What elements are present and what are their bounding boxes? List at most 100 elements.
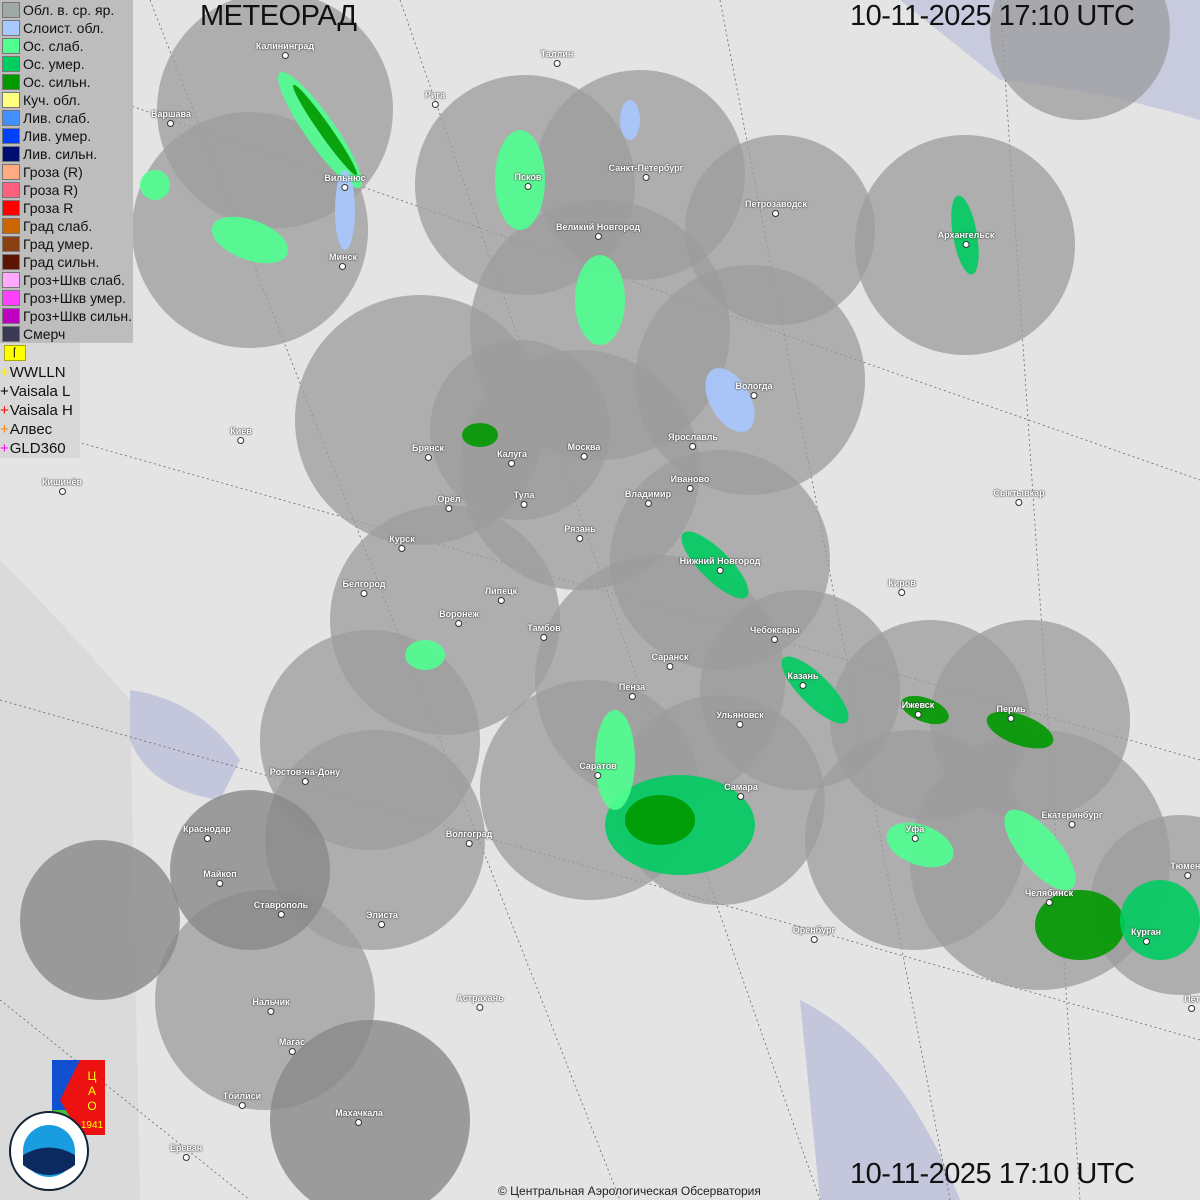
city-label: Варшава [151,109,191,127]
city-label: Ростов-на-Дону [270,767,340,785]
city-marker-icon [520,501,528,508]
legend-item: Гроз+Шкв сильн. [0,307,133,325]
city-marker-icon [281,52,289,59]
city-marker-icon [644,500,652,507]
city-label: Орёл [437,494,461,512]
city-name: Киров [888,578,916,588]
legend-swatch [2,146,20,162]
app-title: МЕТЕОРАД [200,0,357,32]
city-marker-icon [1068,821,1076,828]
city-name: Курган [1130,927,1162,937]
city-name: Псков [514,172,542,182]
radar-circle [990,0,1170,120]
city-marker-icon [962,241,970,248]
city-name: Брянск [411,443,445,453]
city-label: Вильнюс [324,173,366,191]
city-name: Тбилиси [222,1091,262,1101]
city-name: Минск [329,252,357,262]
city-name: Астрахань [456,993,504,1003]
city-label: Ижевск [901,700,935,718]
city-label: Рига [425,90,445,108]
city-label: Ульяновск [716,710,764,728]
city-label: Москва [568,442,600,460]
legend-swatch [2,92,20,108]
precip-echo [595,710,635,810]
city-name: Элиста [366,910,398,920]
city-name: Калуга [497,449,527,459]
city-name: Пет [1184,994,1200,1004]
city-label: Магас [279,1037,305,1055]
lightning-label: Алвес [9,421,53,438]
lightning-source: + Vaisala L [0,382,80,401]
city-marker-icon [341,184,349,191]
city-name: Чебоксары [750,625,800,635]
city-label: Махачкала [335,1108,383,1126]
city-marker-icon [642,174,650,181]
city-label: Псков [514,172,542,190]
city-marker-icon [799,682,807,689]
legend-item: Ос. слаб. [0,37,133,55]
city-label: Ставрополь [254,900,308,918]
city-label: Нальчик [252,997,290,1015]
city-name: Калининград [255,41,315,51]
city-marker-icon [1184,872,1192,879]
legend-item: Лив. слаб. [0,109,133,127]
lightning-toggle-icon[interactable]: ⌈ [4,345,26,361]
city-marker-icon [398,545,406,552]
city-label: Белгород [343,579,385,597]
city-marker-icon [508,460,516,467]
city-label: Кишинёв [42,477,82,495]
city-label: Рязань [564,524,596,542]
legend-label: Град сильн. [23,254,100,270]
legend-item: Град слаб. [0,217,133,235]
city-label: Ярославль [668,432,718,450]
city-marker-icon [58,488,66,495]
legend-label: Лив. сильн. [23,146,98,162]
city-label: Тбилиси [223,1091,261,1109]
city-name: Краснодар [182,824,232,834]
city-label: Липецк [485,586,517,604]
precip-echo [705,368,755,432]
city-name: Сыктывкар [993,488,1045,498]
svg-text:А: А [88,1084,96,1098]
city-marker-icon [182,1154,190,1161]
legend-swatch [2,56,20,72]
lightning-label: WWLLN [9,364,66,381]
radar-circle [430,340,610,520]
city-marker-icon [301,778,309,785]
city-name: Санкт-Петербург [608,163,684,173]
city-label: Элиста [366,910,398,928]
svg-text:Ц: Ц [88,1069,97,1083]
legend-item: Смерч [0,325,133,343]
city-marker-icon [360,590,368,597]
city-label: Пет [1184,994,1200,1012]
city-label: Минск [329,252,357,270]
city-label: Ереван [170,1143,202,1161]
city-name: Ярославль [668,432,718,442]
city-marker-icon [203,835,211,842]
city-marker-icon [238,1102,246,1109]
cross-icon: + [0,421,9,438]
precip-echo [293,84,357,176]
city-label: Иваново [671,474,709,492]
city-label: Майкоп [203,869,237,887]
city-name: Вильнюс [324,173,366,183]
city-label: Тула [514,490,534,508]
city-name: Владимир [624,489,672,499]
city-label: Екатеринбург [1042,810,1102,828]
city-name: Саранск [651,652,689,662]
precip-echo [901,695,949,725]
city-name: Ульяновск [716,710,764,720]
city-marker-icon [772,210,780,217]
city-marker-icon [465,840,473,847]
city-marker-icon [540,634,548,641]
legend-label: Ос. сильн. [23,74,91,90]
radar-circle [170,790,330,950]
legend-swatch [2,2,20,18]
city-marker-icon [553,60,561,67]
city-name: Ижевск [901,700,935,710]
legend-swatch [2,308,20,324]
legend-label: Куч. обл. [23,92,81,108]
precip-echo [781,656,849,724]
